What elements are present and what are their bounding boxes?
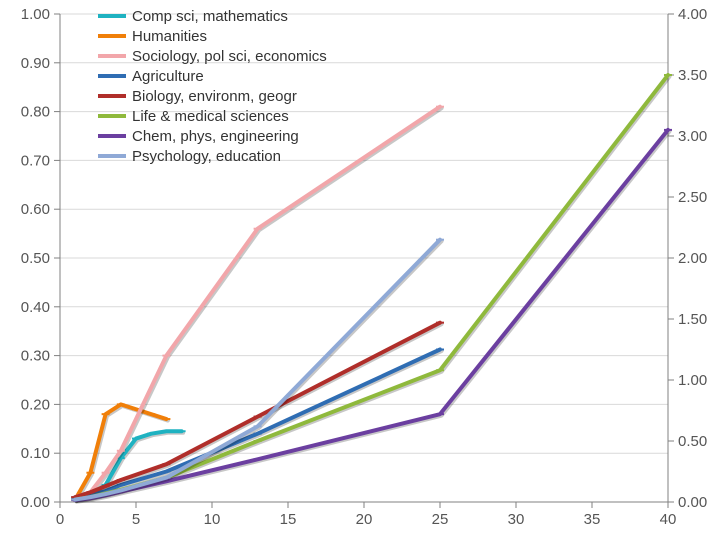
legend-item-biology: Biology, environm, geogr	[98, 86, 327, 106]
svg-text:0.20: 0.20	[21, 396, 50, 413]
svg-text:0: 0	[56, 511, 64, 528]
legend-swatch	[98, 34, 126, 38]
legend-swatch	[98, 134, 126, 138]
svg-text:5: 5	[132, 511, 140, 528]
svg-text:0.50: 0.50	[678, 433, 707, 450]
svg-text:3.50: 3.50	[678, 67, 707, 84]
legend-item-sociology: Sociology, pol sci, economics	[98, 46, 327, 66]
legend-swatch	[98, 74, 126, 78]
line-chart: 05101520253035400.000.100.200.300.400.50…	[0, 0, 720, 538]
legend-swatch	[98, 14, 126, 18]
svg-text:0.40: 0.40	[21, 299, 50, 316]
legend-item-agriculture: Agriculture	[98, 66, 327, 86]
legend: Comp sci, mathematics Humanities Sociology…	[98, 6, 327, 166]
svg-text:1.00: 1.00	[678, 372, 707, 389]
svg-text:2.50: 2.50	[678, 189, 707, 206]
svg-text:0.10: 0.10	[21, 445, 50, 462]
legend-label: Chem, phys, engineering	[132, 128, 299, 145]
legend-item-chemphys: Chem, phys, engineering	[98, 126, 327, 146]
legend-swatch	[98, 54, 126, 58]
svg-text:0.50: 0.50	[21, 250, 50, 267]
svg-text:0.90: 0.90	[21, 55, 50, 72]
svg-text:1.00: 1.00	[21, 6, 50, 23]
svg-text:4.00: 4.00	[678, 6, 707, 23]
legend-item-lifemed: Life & medical sciences	[98, 106, 327, 126]
legend-item-compsci: Comp sci, mathematics	[98, 6, 327, 26]
svg-text:0.70: 0.70	[21, 152, 50, 169]
svg-text:25: 25	[432, 511, 449, 528]
svg-text:15: 15	[280, 511, 297, 528]
svg-text:10: 10	[204, 511, 221, 528]
legend-label: Biology, environm, geogr	[132, 88, 297, 105]
svg-text:2.00: 2.00	[678, 250, 707, 267]
svg-text:0.30: 0.30	[21, 348, 50, 365]
svg-text:30: 30	[508, 511, 525, 528]
svg-text:3.00: 3.00	[678, 128, 707, 145]
svg-text:20: 20	[356, 511, 373, 528]
legend-swatch	[98, 154, 126, 158]
legend-label: Life & medical sciences	[132, 108, 289, 125]
svg-text:0.60: 0.60	[21, 201, 50, 218]
legend-label: Comp sci, mathematics	[132, 8, 288, 25]
legend-label: Agriculture	[132, 68, 204, 85]
svg-text:1.50: 1.50	[678, 311, 707, 328]
svg-text:0.80: 0.80	[21, 104, 50, 121]
svg-text:0.00: 0.00	[21, 494, 50, 511]
legend-item-humanities: Humanities	[98, 26, 327, 46]
legend-item-psychology: Psychology, education	[98, 146, 327, 166]
legend-label: Humanities	[132, 28, 207, 45]
legend-swatch	[98, 114, 126, 118]
legend-swatch	[98, 94, 126, 98]
svg-text:0.00: 0.00	[678, 494, 707, 511]
legend-label: Sociology, pol sci, economics	[132, 48, 327, 65]
legend-label: Psychology, education	[132, 148, 281, 165]
svg-text:40: 40	[660, 511, 677, 528]
svg-text:35: 35	[584, 511, 601, 528]
